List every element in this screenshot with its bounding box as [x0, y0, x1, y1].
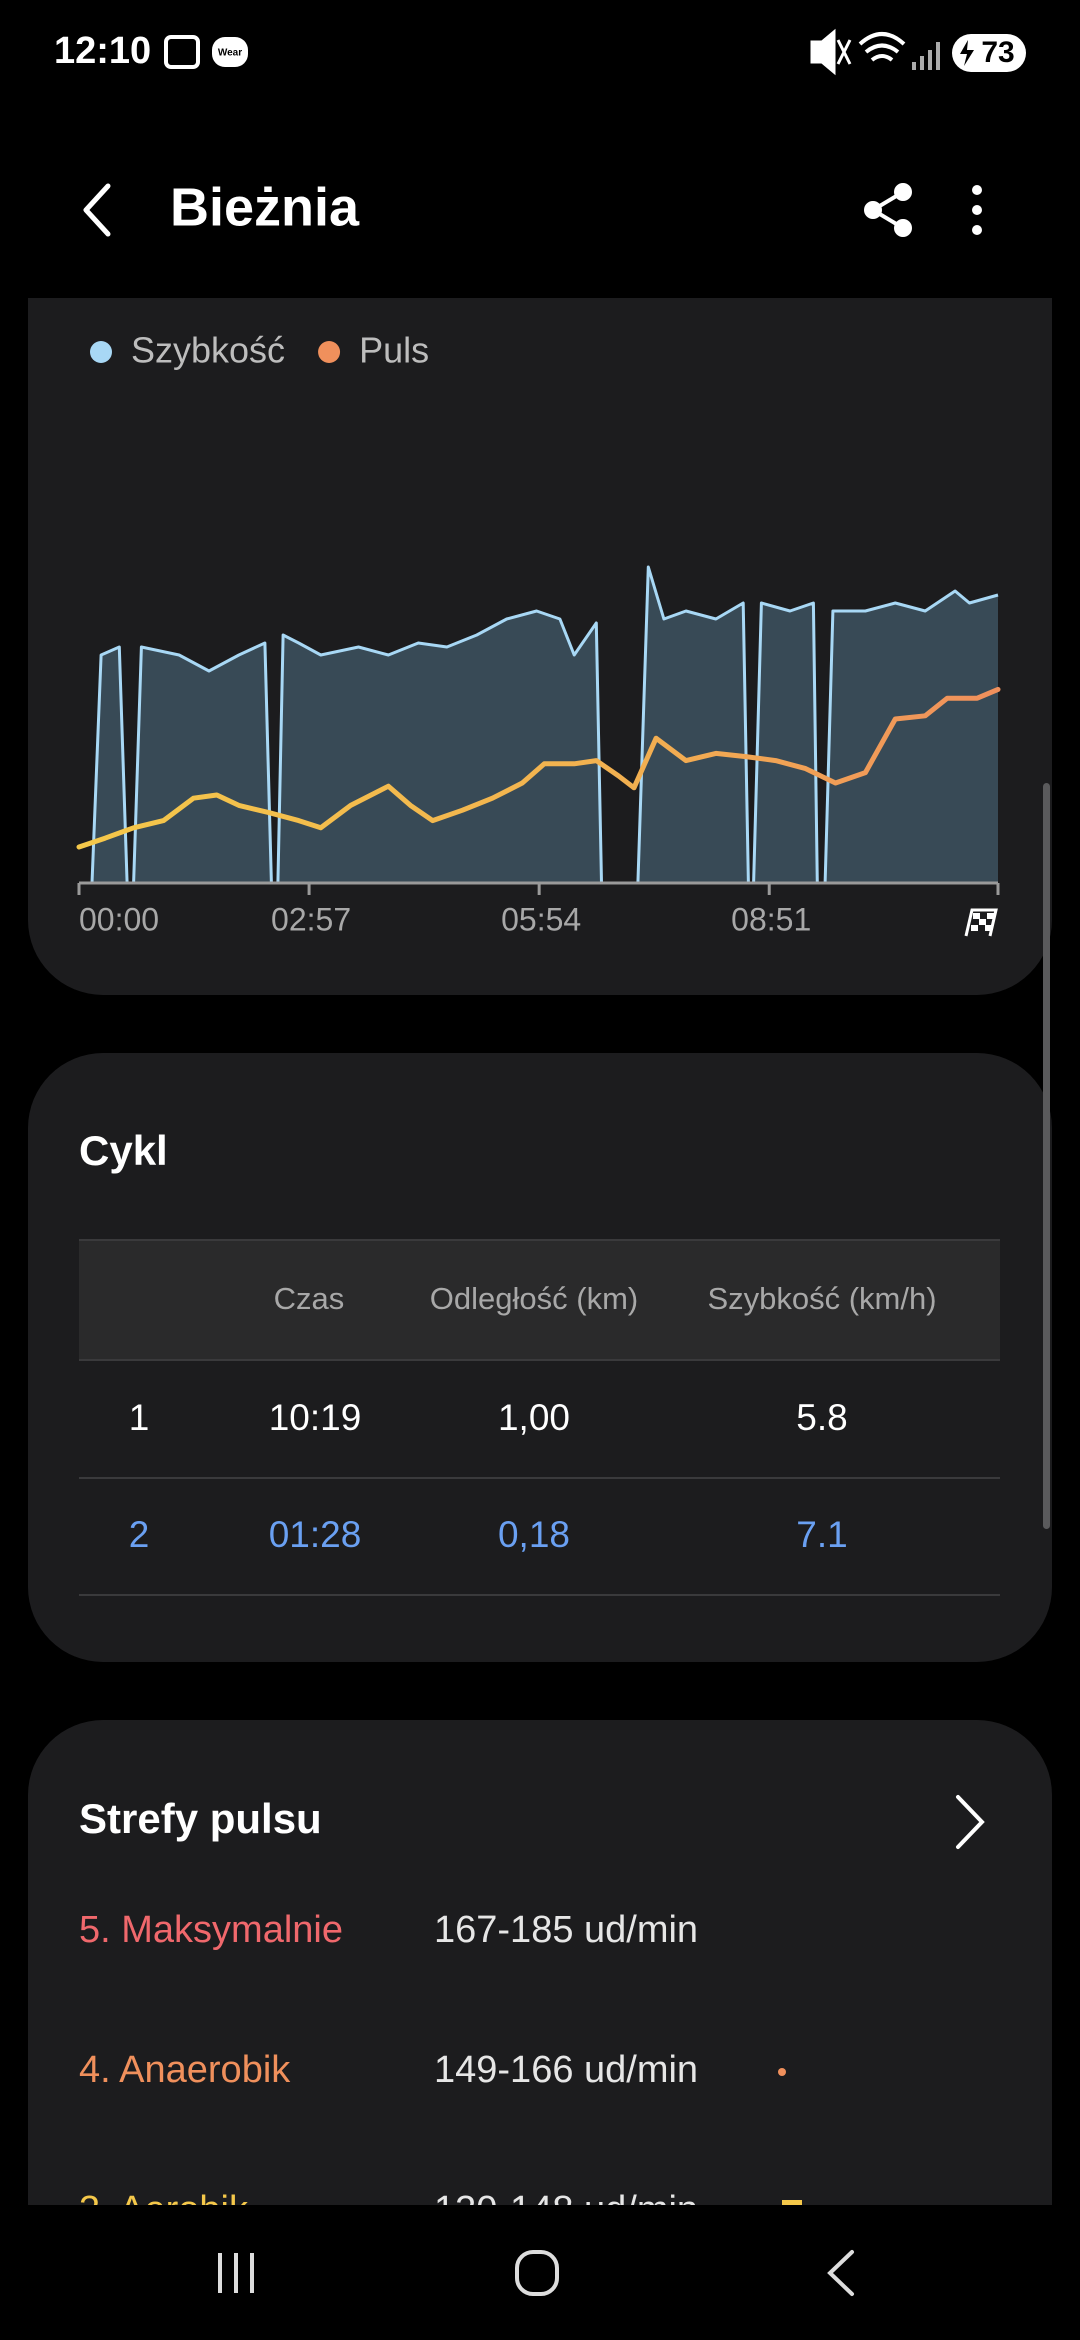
chart: Szybkość Puls 00:00 02:57 05:54 08:51: [76, 330, 1001, 937]
table-cell: 1,00: [498, 1397, 570, 1438]
share-button[interactable]: [864, 183, 912, 237]
cycle-title: Cykl: [79, 1127, 168, 1174]
scrollbar: [1043, 783, 1050, 1529]
back-button[interactable]: [83, 183, 111, 237]
table-cell: 2: [129, 1514, 150, 1555]
zone-range: 149-166 ud/min: [434, 2049, 698, 2091]
finish-flag-icon: [964, 908, 998, 937]
status-time: 12:10: [54, 30, 151, 72]
mute-icon: [810, 28, 852, 76]
x-tick-label: 00:00: [79, 901, 159, 937]
legend-marker: [90, 341, 112, 363]
table-cell: 0,18: [498, 1514, 570, 1555]
table-cell: 10:19: [269, 1397, 362, 1438]
x-tick-label: 05:54: [501, 901, 581, 937]
battery: [952, 34, 1026, 72]
recent-apps-button[interactable]: [218, 2253, 254, 2293]
wear-badge: [212, 37, 248, 67]
cycle-table: Czas Odległość (km) Szybkość (km/h) 1 10:19 1…: [129, 1281, 937, 1555]
scroll-content: Szybkość Puls 00:00 02:57 05:54 08:51 Cykl Cz…: [28, 298, 1052, 2231]
x-tick-label: 08:51: [731, 901, 811, 937]
zone-name: 3. Aerobik: [79, 2189, 249, 2231]
legend-label: Szybkość: [131, 330, 285, 371]
table-cell: 5.8: [796, 1397, 847, 1438]
x-tick-label: 02:57: [271, 901, 351, 937]
table-header: [79, 1240, 1000, 1360]
charging-icon: [960, 40, 974, 66]
nav-back-button[interactable]: [827, 2250, 854, 2296]
area-fill: [79, 567, 998, 883]
zone-name: 4. Anaerobik: [79, 2049, 291, 2091]
pulse-line: [76, 686, 1001, 850]
column-header: Szybkość (km/h): [707, 1281, 936, 1316]
battery-level: 73: [981, 36, 1014, 69]
page-title: Bieżnia: [170, 177, 360, 237]
legend-label: Puls: [359, 330, 429, 371]
column-header: Czas: [274, 1281, 345, 1316]
table-cell: 7.1: [796, 1514, 847, 1555]
wifi-icon: [858, 32, 906, 62]
table-cell: 1: [129, 1397, 150, 1438]
zones-more-button[interactable]: [956, 1795, 985, 1849]
signal-icon: [912, 42, 940, 70]
zone-range: 130-148 ud/min: [434, 2189, 698, 2231]
zone-name: 5. Maksymalnie: [79, 1909, 343, 1951]
zone-indicator: [778, 2068, 786, 2076]
wear-label: Wear: [218, 48, 242, 59]
legend-marker: [318, 341, 341, 363]
more-button[interactable]: [972, 185, 982, 235]
zones-title: Strefy pulsu: [79, 1795, 322, 1842]
column-header: Odległość (km): [430, 1281, 638, 1316]
zones-list: 5. Maksymalnie 167-185 ud/min 4. Anaerobik…: [79, 1909, 698, 2231]
screenshot-icon: [164, 35, 200, 69]
zones-card: [28, 1720, 1052, 2205]
nav-bar: [0, 2205, 1080, 2340]
table-cell: 01:28: [269, 1514, 362, 1555]
zone-indicator: [782, 2200, 802, 2205]
home-button[interactable]: [515, 2250, 559, 2296]
zone-range: 167-185 ud/min: [434, 1909, 698, 1951]
